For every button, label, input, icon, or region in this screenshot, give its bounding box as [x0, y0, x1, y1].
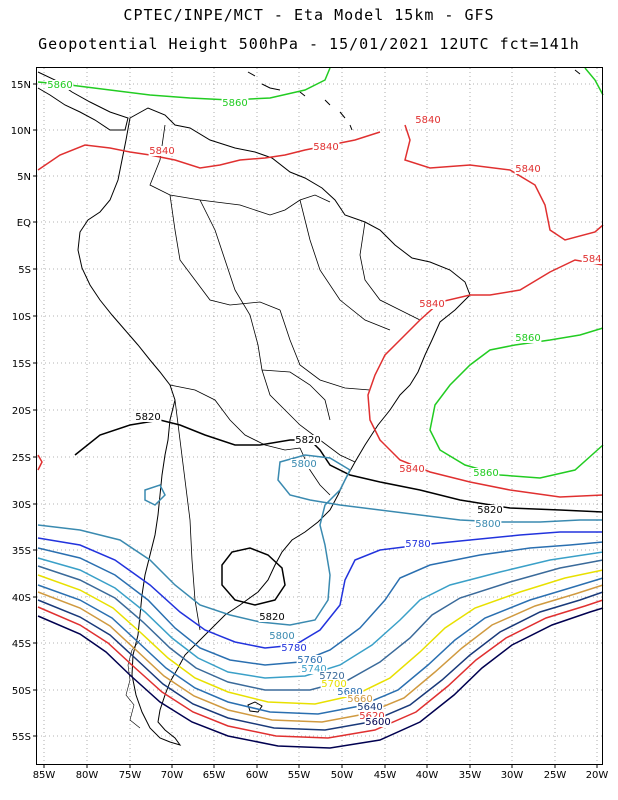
contour-labels: 5860 5860 5840 5840 5840 5840 584 5840 5860 5820 5…	[46, 80, 603, 728]
lon-label: 50W	[331, 770, 354, 781]
contour-5840-atlantic	[404, 124, 604, 241]
contour-label: 5860	[473, 468, 498, 479]
lat-label: 5S	[18, 265, 31, 276]
contour-label: 5840	[515, 164, 540, 175]
contour-5800-blob	[144, 484, 166, 506]
map-frame	[36, 67, 603, 765]
contour-label: 5800	[475, 519, 500, 530]
contour-label: 5700	[321, 679, 346, 690]
lon-label: 35W	[459, 770, 482, 781]
country-borders	[149, 124, 421, 631]
map-title-line2: Geopotential Height 500hPa - 15/01/2021 …	[38, 35, 580, 53]
contour-label: 5840	[313, 142, 338, 153]
contour-5740	[37, 551, 604, 679]
lat-label: 55S	[12, 732, 31, 743]
contour-5700	[37, 569, 604, 705]
lat-label: 25S	[12, 453, 31, 464]
contour-label: 5600	[365, 717, 390, 728]
contour-label: 5820	[135, 412, 160, 423]
contour-5640	[37, 591, 604, 731]
contour-label: 5820	[477, 505, 502, 516]
contour-label: 5820	[259, 612, 284, 623]
lat-label: 35S	[12, 546, 31, 557]
contour-label: 5620	[359, 711, 384, 722]
contour-label: 5860	[47, 80, 72, 91]
contour-label: 584	[582, 254, 601, 265]
contour-5780	[37, 531, 603, 649]
lon-label: 40W	[416, 770, 439, 781]
lon-label: 45W	[374, 770, 397, 781]
contour-label: 5800	[269, 631, 294, 642]
contour-label: 5740	[301, 664, 326, 675]
contour-5820-closed	[221, 547, 286, 606]
contour-label: 5760	[297, 655, 322, 666]
lon-label: 55W	[288, 770, 311, 781]
contour-label: 5820	[295, 435, 320, 446]
contour-label: 5840	[415, 115, 440, 126]
contour-label: 5660	[347, 694, 372, 705]
lon-label: 25W	[544, 770, 567, 781]
contour-label: 5860	[222, 98, 247, 109]
lat-label: 10N	[11, 126, 31, 137]
contour-5660	[37, 584, 604, 723]
central-america-outline	[37, 71, 129, 131]
lon-label: 70W	[161, 770, 184, 781]
lat-label: 30S	[12, 500, 31, 511]
contour-label: 5780	[405, 539, 430, 550]
contour-5800	[37, 454, 603, 626]
lat-label: 15N	[11, 80, 31, 91]
contour-label: 5640	[357, 702, 382, 713]
lon-label: 80W	[76, 770, 99, 781]
lon-label: 85W	[33, 770, 56, 781]
contour-label: 5780	[281, 643, 306, 654]
lat-label: 20S	[12, 406, 31, 417]
contour-5860-atlantic	[429, 327, 604, 479]
contour-5820	[74, 419, 604, 513]
contour-label: 5840	[149, 146, 174, 157]
contour-5860-ne	[584, 67, 604, 96]
contour-5680	[37, 577, 604, 715]
contour-label: 5680	[337, 687, 362, 698]
lon-label: 65W	[203, 770, 226, 781]
map-title-line1: CPTEC/INPE/MCT - Eta Model 15km - GFS	[123, 6, 495, 24]
contour-label: 5840	[399, 464, 424, 475]
contour-label: 5800	[291, 459, 316, 470]
contour-label: 5860	[515, 333, 540, 344]
longitude-labels: 85W 80W 75W 70W 65W 60W 55W 50W 45W 40W 35W 30W 25W 2…	[33, 764, 609, 781]
lat-label: EQ	[17, 218, 31, 229]
contour-5840-west	[37, 454, 43, 471]
contour-5620	[37, 599, 604, 739]
lat-label: 5N	[17, 172, 31, 183]
lat-label: 15S	[12, 359, 31, 370]
chile-fjords	[125, 639, 141, 729]
contour-lines	[37, 67, 604, 749]
coastline	[37, 69, 581, 746]
contour-5600	[37, 607, 604, 749]
lon-label: 60W	[246, 770, 269, 781]
lat-label: 10S	[12, 312, 31, 323]
contour-label: 5720	[319, 671, 344, 682]
lon-label: 20W	[586, 770, 609, 781]
lon-label: 30W	[501, 770, 524, 781]
contour-5720	[37, 559, 604, 691]
caribbean-islands	[247, 69, 581, 131]
lat-label: 45S	[12, 639, 31, 650]
contour-5840-brazil	[367, 259, 604, 498]
latitude-labels: 15N 10N 5N EQ 5S 10S 15S 20S 25S 30S 35S 40S 45S 50S 5…	[11, 80, 37, 743]
lat-label: 50S	[12, 686, 31, 697]
lat-label: 40S	[12, 593, 31, 604]
contour-label: 5840	[419, 299, 444, 310]
contour-5860-north	[37, 67, 331, 101]
lon-label: 75W	[119, 770, 142, 781]
south-america-outline	[77, 107, 471, 746]
